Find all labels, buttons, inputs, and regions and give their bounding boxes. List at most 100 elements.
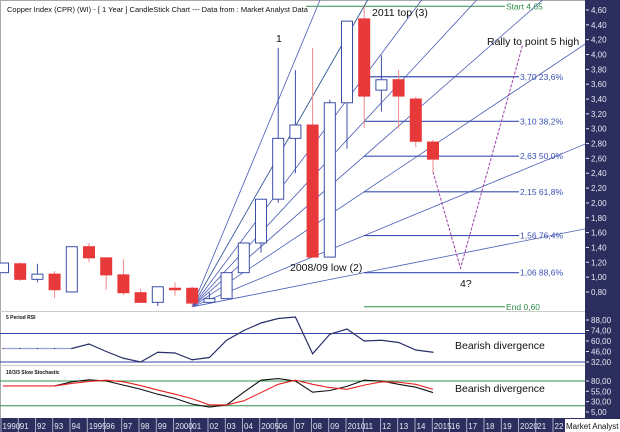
y-axis-labels: 4,60 4,40 4,20 4,00 3,80 3,60 3,40 3,20 3,00 2,80…	[586, 6, 612, 417]
rsi-point	[88, 343, 90, 345]
wave-4-label: 4?	[460, 278, 472, 290]
candle-body	[427, 141, 439, 160]
brand-label: Market Analyst 8	[566, 422, 620, 431]
fib-level-label: 1,56 76,4%	[520, 231, 563, 241]
candle-2011	[358, 6, 371, 128]
rsi-point	[329, 333, 331, 335]
candle-1992	[31, 263, 44, 283]
rsi-point	[105, 350, 107, 353]
year-label: 91	[20, 422, 29, 431]
rsi-point	[140, 361, 142, 363]
candle-body	[169, 287, 181, 291]
year-label: 08	[313, 422, 322, 431]
year-label: 2020	[520, 422, 538, 431]
candle-body	[203, 298, 216, 303]
candle-body	[409, 98, 422, 142]
candle-1998	[134, 288, 147, 303]
candle-1994	[65, 246, 78, 293]
year-label: 09	[330, 422, 339, 431]
price-tick-label: 1,60	[591, 229, 607, 238]
price-tick-label: 1,00	[591, 273, 607, 282]
candle-2009	[323, 99, 336, 258]
year-label: 06	[279, 422, 288, 431]
candle-body	[117, 274, 130, 294]
price-axis	[585, 0, 620, 418]
rsi-point	[2, 347, 4, 350]
candle-2000	[169, 282, 181, 296]
rsi-point	[19, 347, 21, 350]
year-label: 92	[37, 422, 46, 431]
year-label: 99	[158, 422, 167, 431]
fib-end-label: End 0,60	[506, 302, 540, 312]
fib-level-label: 3,70 23,6%	[520, 72, 563, 82]
rsi-point	[36, 347, 39, 350]
rally-label: Rally to point 5 high	[487, 36, 579, 48]
stochastic-tick-label: 30,00	[591, 398, 612, 407]
fib-level-label: 2,15 61,8%	[520, 187, 563, 197]
year-label: 98	[141, 422, 150, 431]
candle-2010	[341, 20, 353, 149]
year-label: 22	[555, 422, 564, 431]
candle-body	[289, 124, 302, 139]
rsi-point	[71, 347, 73, 350]
candle-body	[31, 273, 44, 280]
rsi-point	[191, 359, 193, 361]
candle-body	[14, 263, 27, 280]
candle-body	[83, 246, 95, 259]
price-tick-label: 3,60	[591, 80, 607, 89]
rsi-point	[277, 317, 279, 320]
price-tick-label: 2,20	[591, 184, 607, 193]
x-axis-labels: 1990 91 92 93 94 1995 96 97 98 99 2000 01 02 03 04 2005…	[0, 418, 564, 432]
rsi-point	[226, 339, 228, 341]
rsi-point	[432, 351, 434, 353]
year-label: 1990	[3, 422, 21, 431]
price-tick-label: 3,00	[591, 125, 607, 134]
candle-2005	[255, 198, 267, 253]
stochastic-d-line	[3, 379, 434, 406]
brand-badge	[565, 419, 620, 432]
candle-body	[375, 79, 388, 91]
year-label: 96	[106, 422, 115, 431]
rsi-tick-label: 46,00	[591, 348, 612, 357]
price-tick-label: 2,00	[591, 199, 607, 208]
year-label: 03	[227, 422, 236, 431]
candle-1993	[48, 271, 61, 298]
year-label: 12	[382, 422, 391, 431]
candle-2012	[375, 55, 388, 112]
candle-2014	[409, 96, 422, 148]
time-axis	[0, 418, 620, 432]
stochastic-tick-label: 80,00	[591, 377, 612, 386]
year-label: 13	[399, 422, 408, 431]
year-label: 19	[503, 422, 512, 431]
candle-body	[151, 286, 164, 303]
rsi-point	[122, 357, 124, 359]
candle-2004	[237, 242, 250, 274]
rsi-point	[54, 347, 56, 350]
rsi-point	[157, 351, 159, 353]
candle-2007	[289, 70, 302, 174]
year-label: 11	[365, 422, 374, 431]
candle-1997	[117, 259, 130, 295]
rsi-point	[363, 340, 365, 342]
price-tick-label: 4,60	[591, 6, 607, 15]
price-tick-label: 1,80	[591, 214, 607, 223]
year-label: 2015	[434, 422, 452, 431]
rsi-point	[174, 352, 176, 354]
price-tick-label: 2,40	[591, 169, 607, 178]
candle-body	[237, 242, 250, 274]
candles	[0, 6, 439, 307]
price-tick-label: 3,80	[591, 65, 607, 74]
rsi-tick-label: 88,00	[591, 316, 612, 325]
candle-body	[392, 79, 405, 97]
year-label: 18	[486, 422, 495, 431]
candle-body	[358, 18, 371, 97]
year-label: 07	[296, 422, 305, 431]
rsi-tick-label: 74,00	[591, 327, 612, 336]
price-tick-label: 0,80	[591, 288, 607, 297]
top-label: 2011 top (3)	[372, 7, 428, 19]
rsi-title: 5 Period RSI	[6, 315, 36, 321]
candle-2013	[392, 70, 405, 129]
candle-2003	[220, 272, 233, 300]
fib-level-label: 2,63 50,0%	[520, 151, 563, 161]
candle-body	[272, 137, 285, 200]
